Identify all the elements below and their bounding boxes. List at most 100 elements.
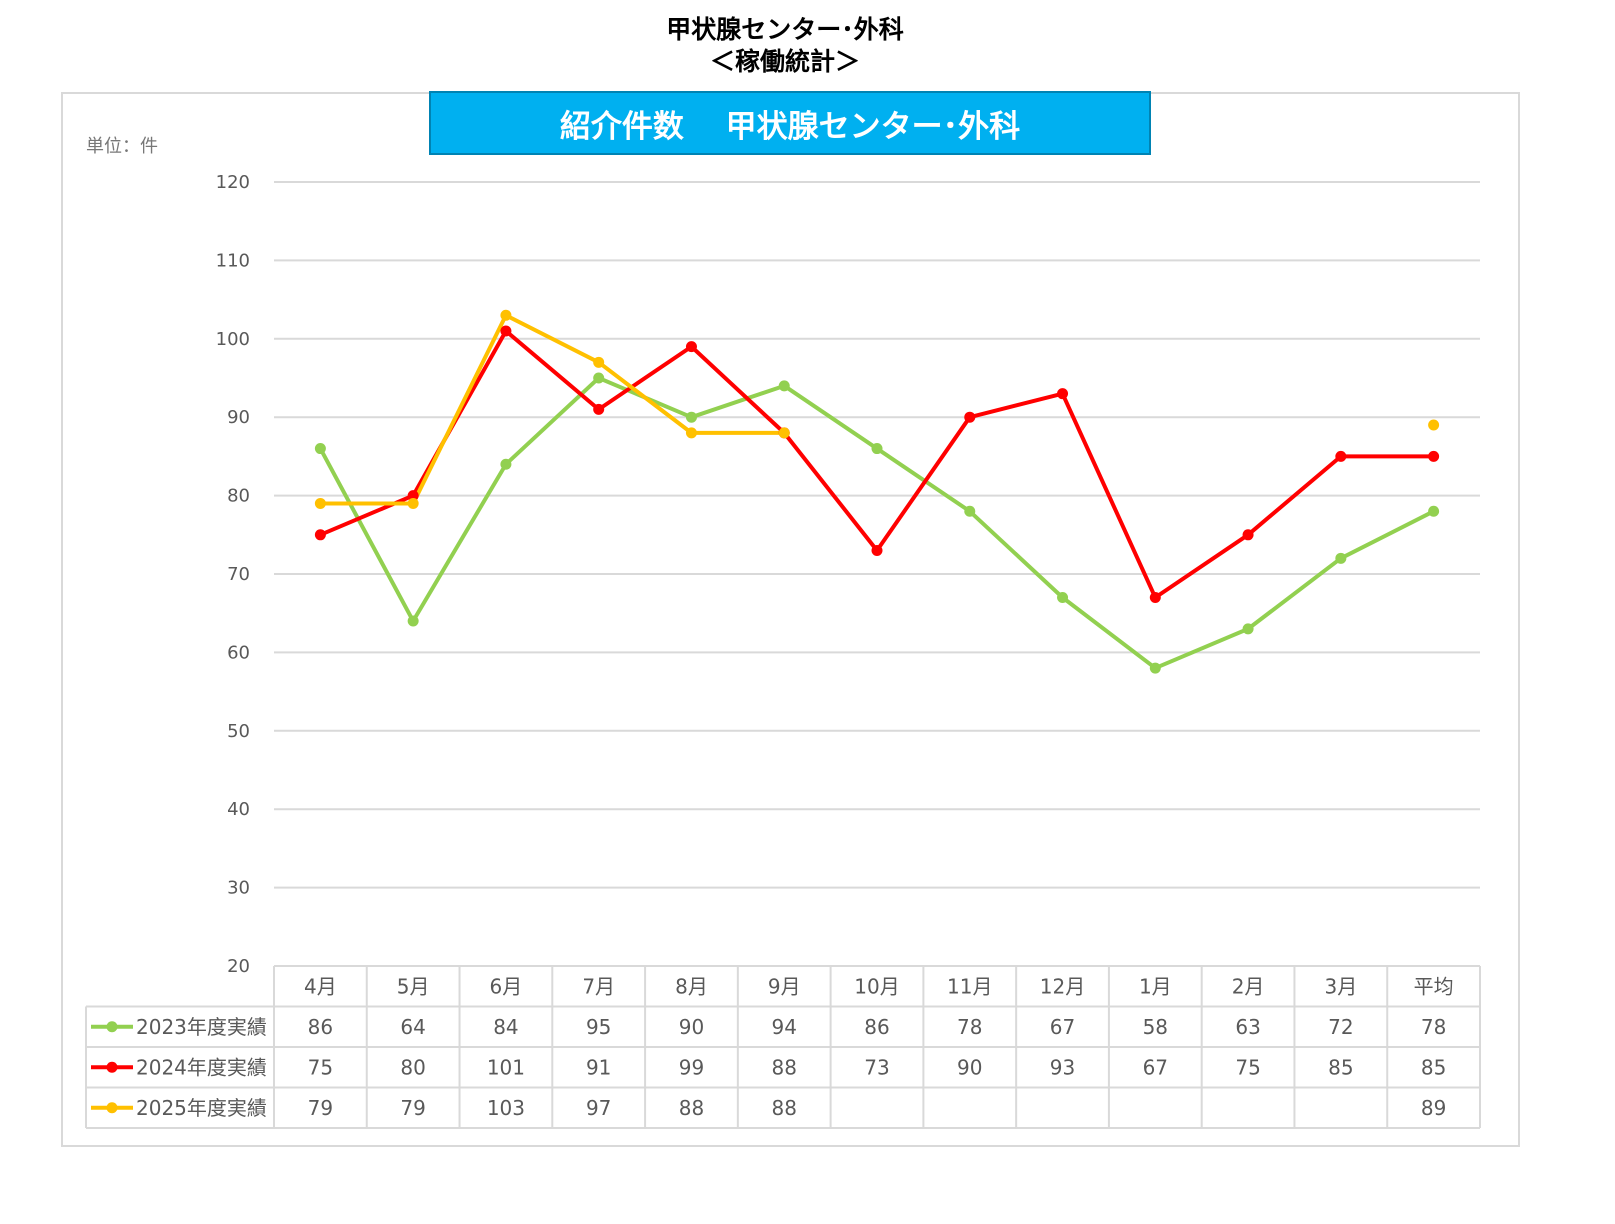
x-category-label: 11月 xyxy=(947,974,992,998)
legend-marker xyxy=(106,1061,118,1073)
data-table-value: 80 xyxy=(400,1055,425,1079)
data-table-value: 79 xyxy=(308,1096,333,1120)
data-point xyxy=(1428,419,1440,431)
data-point xyxy=(778,427,790,439)
data-table-value: 91 xyxy=(586,1055,611,1079)
data-table-value: 93 xyxy=(1050,1055,1075,1079)
data-point xyxy=(685,427,697,439)
legend-marker xyxy=(106,1102,118,1114)
x-category-label: 3月 xyxy=(1324,974,1357,998)
data-table-value: 101 xyxy=(487,1055,525,1079)
data-point xyxy=(1149,662,1161,674)
chart-title: 紹介件数 甲状腺センター･外科 xyxy=(429,91,1151,155)
data-point xyxy=(1242,623,1254,635)
data-point xyxy=(964,505,976,517)
x-category-label: 平均 xyxy=(1414,974,1454,998)
data-point xyxy=(314,529,326,541)
data-point xyxy=(685,411,697,423)
data-table-value: 64 xyxy=(400,1015,425,1039)
data-table-value: 90 xyxy=(679,1015,704,1039)
legend-marker xyxy=(106,1021,118,1033)
x-category-label: 9月 xyxy=(768,974,801,998)
data-table-value: 75 xyxy=(308,1055,333,1079)
y-tick-label: 70 xyxy=(227,564,250,585)
y-tick-label: 90 xyxy=(227,407,250,428)
y-tick-label: 60 xyxy=(227,642,250,663)
page-subtitle: ＜稼働統計＞ xyxy=(709,47,860,76)
data-table-value: 88 xyxy=(772,1055,797,1079)
x-category-label: 10月 xyxy=(854,974,899,998)
y-tick-label: 120 xyxy=(216,172,250,193)
y-tick-label: 30 xyxy=(227,878,250,899)
unit-label: 単位：件 xyxy=(86,136,158,157)
data-table-value: 73 xyxy=(864,1055,889,1079)
data-point xyxy=(500,325,512,337)
data-table-value: 90 xyxy=(957,1055,982,1079)
data-table-value: 85 xyxy=(1328,1055,1353,1079)
data-table-value: 89 xyxy=(1421,1096,1446,1120)
data-table-value: 99 xyxy=(679,1055,704,1079)
data-table-value: 85 xyxy=(1421,1055,1446,1079)
data-point xyxy=(1149,592,1161,604)
data-point xyxy=(964,411,976,423)
data-table-value: 72 xyxy=(1328,1015,1353,1039)
series-line xyxy=(318,376,1435,671)
legend-label: 2025年度実績 xyxy=(136,1096,267,1120)
series-line xyxy=(320,313,785,506)
x-category-label: 5月 xyxy=(397,974,430,998)
data-point xyxy=(1428,505,1440,517)
data-point xyxy=(1242,529,1254,541)
series-line xyxy=(319,328,1434,600)
x-category-label: 7月 xyxy=(582,974,615,998)
page-title: 甲状腺センター･外科 xyxy=(666,15,904,44)
x-category-label: 6月 xyxy=(490,974,523,998)
data-table-value: 86 xyxy=(308,1015,333,1039)
x-category-label: 8月 xyxy=(675,974,708,998)
data-point xyxy=(593,372,605,384)
data-table-value: 86 xyxy=(864,1015,889,1039)
y-tick-label: 40 xyxy=(227,799,250,820)
y-tick-label: 50 xyxy=(227,721,250,742)
y-tick-label: 100 xyxy=(216,329,250,350)
data-point xyxy=(1057,592,1069,604)
y-tick-label: 20 xyxy=(227,956,250,977)
data-table-value: 75 xyxy=(1235,1055,1260,1079)
data-point xyxy=(1057,388,1069,400)
data-point xyxy=(407,490,419,502)
y-tick-label: 80 xyxy=(227,486,250,507)
data-point xyxy=(407,497,419,509)
data-point xyxy=(500,458,512,470)
data-table-value: 97 xyxy=(586,1096,611,1120)
data-table-value: 78 xyxy=(1421,1015,1446,1039)
data-point xyxy=(593,403,605,415)
legend-label: 2023年度実績 xyxy=(136,1015,267,1039)
x-category-label: 12月 xyxy=(1040,974,1085,998)
data-table-value: 79 xyxy=(400,1096,425,1120)
data-table-value: 67 xyxy=(1143,1055,1168,1079)
data-point xyxy=(1335,450,1347,462)
legend-label: 2024年度実績 xyxy=(136,1055,267,1079)
data-point xyxy=(314,443,326,455)
data-point xyxy=(593,356,605,368)
data-point xyxy=(778,380,790,392)
data-table-value: 63 xyxy=(1235,1015,1260,1039)
data-table-value: 88 xyxy=(772,1096,797,1120)
x-category-label: 4月 xyxy=(304,974,337,998)
data-point xyxy=(407,615,419,627)
data-table-value: 78 xyxy=(957,1015,982,1039)
data-point xyxy=(500,309,512,321)
data-point xyxy=(871,443,883,455)
data-table-value: 67 xyxy=(1050,1015,1075,1039)
x-category-label: 1月 xyxy=(1139,974,1172,998)
data-point xyxy=(1428,450,1440,462)
data-point xyxy=(1335,552,1347,564)
data-table-value: 95 xyxy=(586,1015,611,1039)
data-table-value: 84 xyxy=(493,1015,518,1039)
data-point xyxy=(314,497,326,509)
y-tick-label: 110 xyxy=(216,250,250,271)
data-point xyxy=(871,544,883,556)
data-table-value: 58 xyxy=(1143,1015,1168,1039)
x-category-label: 2月 xyxy=(1232,974,1265,998)
data-point xyxy=(685,341,697,353)
